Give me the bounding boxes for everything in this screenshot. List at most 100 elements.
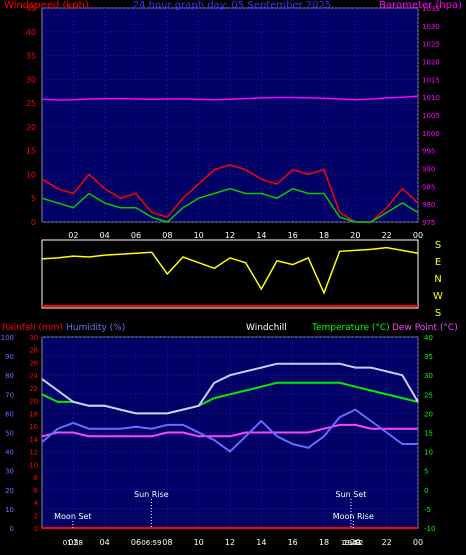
series-line xyxy=(41,423,418,438)
direction-label: W xyxy=(433,291,443,302)
x-tick-label: 10 xyxy=(194,538,204,547)
y-tick-label-right: 1030 xyxy=(422,23,440,31)
rain-tick-label: 18 xyxy=(29,410,38,418)
temp-tick-label: 0 xyxy=(424,487,428,495)
x-tick-label: 02 xyxy=(68,231,78,240)
direction-label: S xyxy=(435,240,441,251)
rain-tick-label: 14 xyxy=(29,436,38,444)
y-tick-label-right: 1005 xyxy=(422,112,440,120)
rain-tick-label: 28 xyxy=(29,347,38,355)
y-axis-label-left: Windspeed (kph) xyxy=(4,0,89,11)
temp-tick-label: 35 xyxy=(424,353,433,361)
direction-label: S xyxy=(435,308,441,319)
temperature-label: Temperature (°C) xyxy=(311,323,390,333)
moon-rise-annotation: Moon Rise xyxy=(333,512,374,521)
humidity-tick-label: 70 xyxy=(5,391,14,399)
x-tick-label: 18 xyxy=(319,538,329,547)
moon-set-annotation-time: 01:58 xyxy=(63,539,83,547)
x-tick-label: 00 xyxy=(413,231,423,240)
x-tick-label: 14 xyxy=(256,538,266,547)
humidity-tick-label: 40 xyxy=(5,449,14,457)
rain-tick-label: 10 xyxy=(29,461,38,469)
rain-tick-label: 22 xyxy=(29,385,38,393)
rain-tick-label: 0 xyxy=(34,525,38,533)
temperature-humidity-panel: 0102030405060708090100024681012141618202… xyxy=(1,323,458,547)
dewpoint-label: Dew Point (°C) xyxy=(392,323,458,333)
y-tick-label-left: 5 xyxy=(31,194,36,203)
rain-tick-label: 20 xyxy=(29,398,38,406)
x-tick-label: 00 xyxy=(413,538,423,547)
y-tick-label-right: 985 xyxy=(422,183,435,191)
y-tick-label-left: 45 xyxy=(26,4,36,13)
temp-tick-label: 40 xyxy=(424,334,433,342)
y-tick-label-right: 1000 xyxy=(422,130,440,138)
humidity-tick-label: 20 xyxy=(5,487,14,495)
sun-set-annotation: Sun Set xyxy=(335,490,366,499)
temp-tick-label: 5 xyxy=(424,468,428,476)
temp-tick-label: 25 xyxy=(424,391,433,399)
humidity-tick-label: 60 xyxy=(5,410,14,418)
chart-title: 24 hour graph day: 05 September 2025 xyxy=(133,0,331,11)
temp-tick-label: 30 xyxy=(424,372,433,380)
rain-tick-label: 30 xyxy=(29,334,38,342)
x-tick-label: 10 xyxy=(194,231,204,240)
y-tick-label-left: 35 xyxy=(26,52,36,61)
windchill-label: Windchill xyxy=(246,323,287,333)
x-tick-label: 06 xyxy=(131,538,141,547)
y-tick-label-right: 1035 xyxy=(422,5,440,13)
moon-set-annotation: Moon Set xyxy=(54,512,91,521)
x-tick-label: 02 xyxy=(68,538,78,547)
y-axis-label-right: Barometer (hpa) xyxy=(379,0,462,11)
x-tick-label: 12 xyxy=(225,231,235,240)
x-tick-label: 22 xyxy=(382,231,392,240)
series-line xyxy=(41,362,419,415)
temp-tick-label: -10 xyxy=(424,525,435,533)
rain-tick-label: 26 xyxy=(29,359,38,367)
rain-tick-label: 6 xyxy=(34,487,39,495)
temp-tick-label: -5 xyxy=(424,506,431,514)
sun-rise-annotation-time: 06:59 xyxy=(141,539,161,547)
x-tick-label: 14 xyxy=(256,231,266,240)
humidity-tick-label: 10 xyxy=(5,506,14,514)
x-tick-label: 16 xyxy=(288,231,298,240)
humidity-label: Humidity (%) xyxy=(66,323,125,333)
series-line xyxy=(41,408,418,453)
moon-rise-annotation-time: 19:52 xyxy=(343,539,363,547)
plot-area xyxy=(41,7,419,223)
humidity-tick-label: 100 xyxy=(1,334,14,342)
y-tick-label-right: 1020 xyxy=(422,59,440,67)
sun-set-annotation-time: 19:43 xyxy=(341,539,361,547)
rain-tick-label: 12 xyxy=(29,449,38,457)
y-tick-label-left: 25 xyxy=(26,99,36,108)
rainfall-label: Rainfall (mm) xyxy=(2,323,63,333)
rain-tick-label: 4 xyxy=(34,500,39,508)
series-line xyxy=(41,246,419,295)
y-tick-label-right: 975 xyxy=(422,219,435,227)
y-tick-label-left: 10 xyxy=(26,170,36,179)
temp-tick-label: 20 xyxy=(424,410,433,418)
x-tick-label: 08 xyxy=(162,231,172,240)
direction-label: E xyxy=(435,257,441,268)
temp-tick-label: 15 xyxy=(424,430,433,438)
y-tick-label-left: 20 xyxy=(26,123,36,132)
x-tick-label: 08 xyxy=(162,538,172,547)
rain-tick-label: 16 xyxy=(29,423,38,431)
y-tick-label-left: 15 xyxy=(26,147,36,156)
y-tick-label-left: 0 xyxy=(31,218,36,227)
x-tick-label: 04 xyxy=(100,231,110,240)
series-line xyxy=(41,95,419,101)
x-tick-label: 20 xyxy=(350,538,360,547)
temp-tick-label: 10 xyxy=(424,449,433,457)
rain-tick-label: 2 xyxy=(34,512,38,520)
x-tick-label: 20 xyxy=(350,231,360,240)
humidity-tick-label: 30 xyxy=(5,468,14,476)
y-tick-label-right: 990 xyxy=(422,166,435,174)
y-tick-label-right: 1010 xyxy=(422,94,440,102)
y-tick-label-left: 40 xyxy=(26,28,36,37)
x-tick-label: 22 xyxy=(382,538,392,547)
x-tick-label: 18 xyxy=(319,231,329,240)
humidity-tick-label: 90 xyxy=(5,353,14,361)
sun-rise-annotation: Sun Rise xyxy=(134,490,169,499)
